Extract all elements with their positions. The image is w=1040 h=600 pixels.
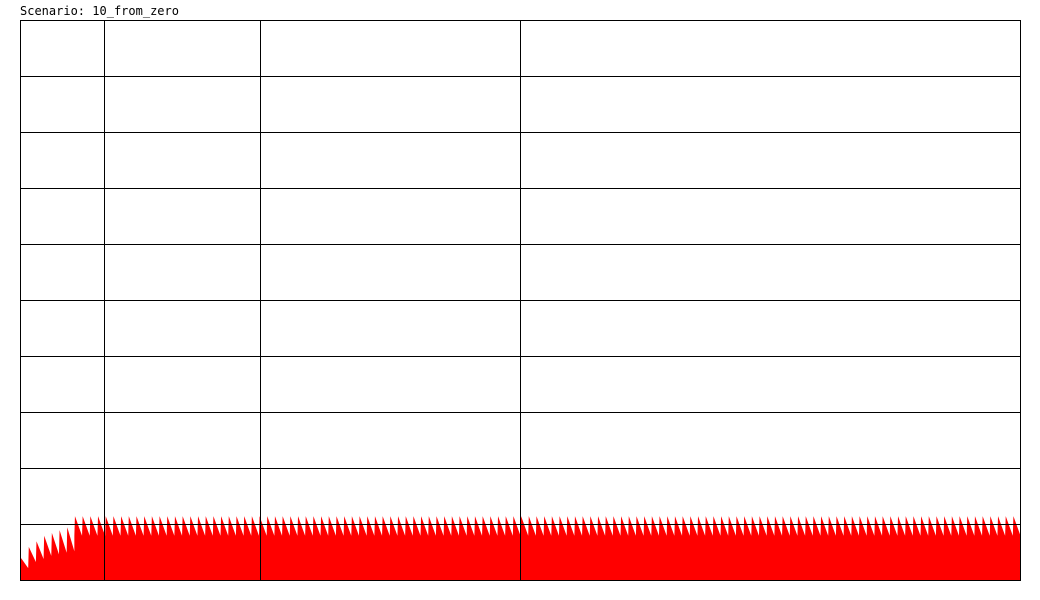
scenario-caption: Scenario: 10_from_zero: [20, 4, 179, 18]
scenario-label: Scenario:: [20, 4, 86, 18]
plot-frame: [20, 20, 1021, 581]
grid-layer: [20, 20, 1021, 581]
scenario-value: 10_from_zero: [92, 4, 179, 18]
